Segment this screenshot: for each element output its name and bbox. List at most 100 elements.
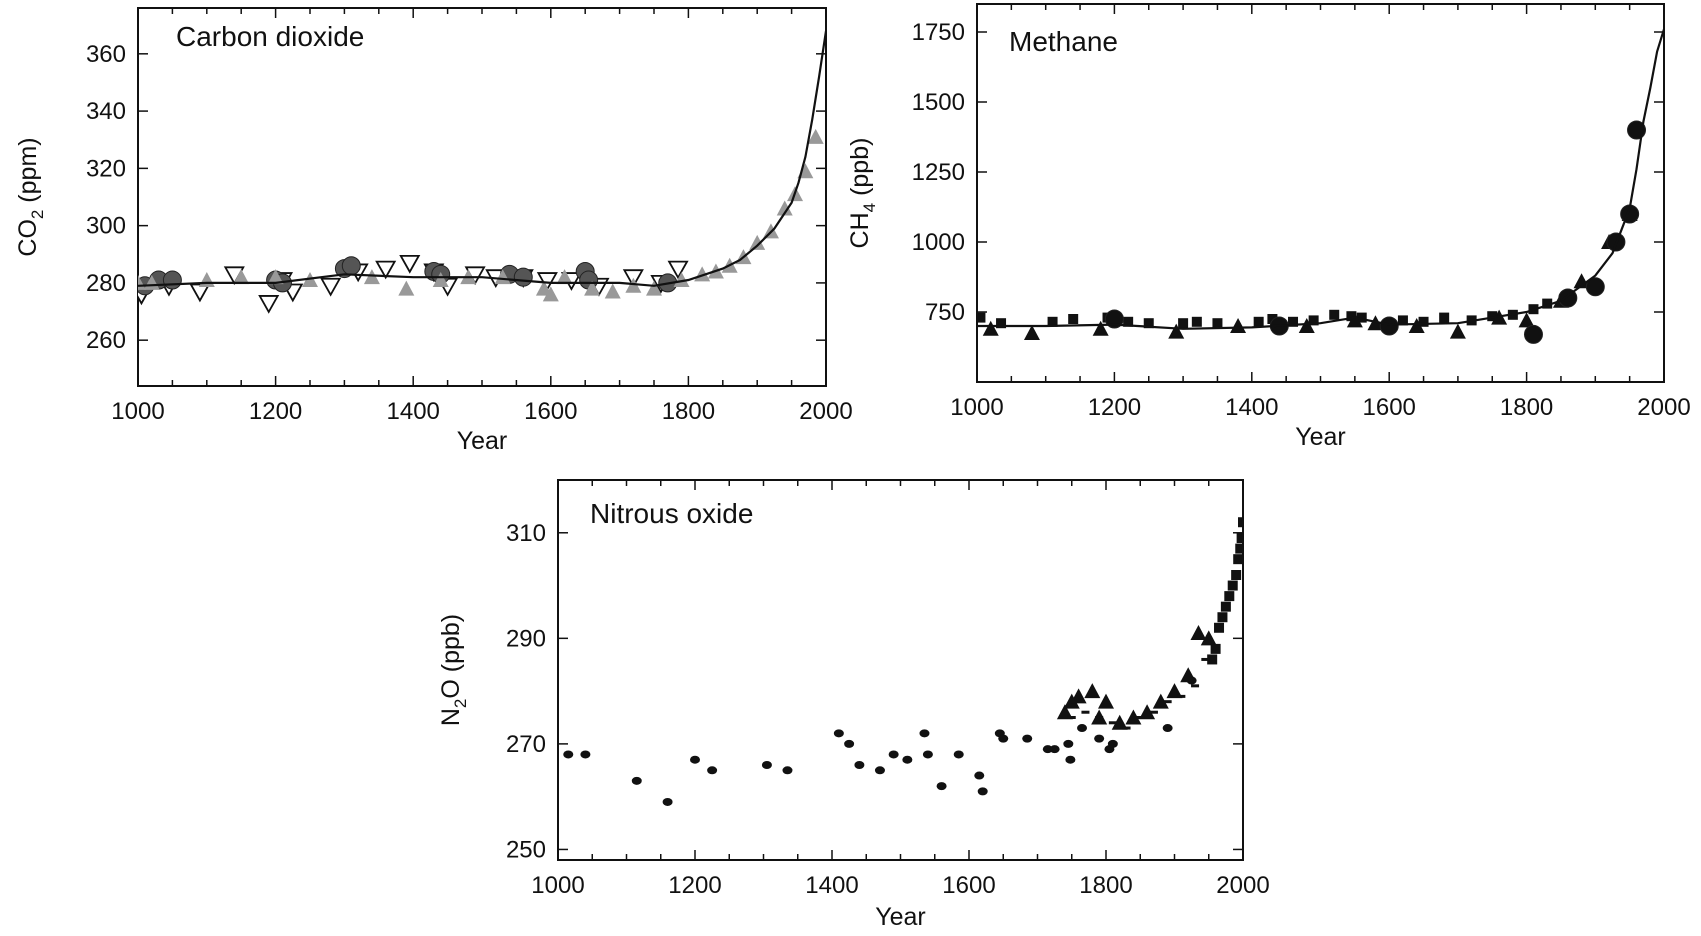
data-point-filled-circle (1523, 324, 1543, 344)
y-tick-label: 1000 (912, 229, 965, 256)
panel-title: Methane (1009, 26, 1118, 57)
data-point-filled-triangle-up (982, 320, 999, 336)
data-point-filled-square (1439, 312, 1450, 323)
data-point-filled-ellipse (1077, 724, 1088, 733)
data-point-filled-ellipse (844, 739, 855, 748)
data-point-small-dash (1177, 694, 1186, 698)
trend-line (138, 30, 826, 287)
data-point-open-triangle-down (399, 254, 421, 274)
data-point-filled-square (1220, 601, 1231, 612)
data-point-small-dash (1201, 657, 1210, 661)
data-point-filled-square (1329, 309, 1340, 320)
y-axis-title-unit: (ppb) (846, 138, 874, 203)
data-point-filled-triangle-up (1166, 683, 1183, 699)
data-point-filled-ellipse (1094, 734, 1105, 743)
data-point-small-dash (1067, 716, 1076, 719)
data-point-filled-ellipse (854, 761, 865, 769)
y-tick-label: 310 (506, 520, 546, 547)
data-point-filled-square (1236, 533, 1243, 544)
y-axis-title-unit: (ppm) (14, 137, 42, 209)
data-point-filled-square (1487, 311, 1498, 322)
y-axis-title: N2O (ppb) (437, 614, 470, 726)
trend-line (977, 28, 1664, 330)
data-point-filled-triangle-up (1408, 318, 1425, 333)
y-tick-label: 300 (86, 213, 126, 240)
data-point-filled-square (1207, 654, 1218, 665)
data-point-small-dash (1095, 716, 1104, 719)
data-point-filled-square (1224, 591, 1235, 602)
data-point-filled-triangle-up (267, 269, 284, 285)
data-point-filled-ellipse (1022, 734, 1033, 743)
data-point-filled-ellipse (631, 776, 642, 785)
data-point-filled-ellipse (902, 755, 913, 764)
y-tick-label: 290 (506, 625, 546, 652)
panel-title: Carbon dioxide (176, 21, 364, 52)
x-axis-title: Year (457, 427, 508, 455)
data-point-filled-square (1288, 316, 1299, 327)
data-point-filled-triangle-up (584, 280, 601, 296)
x-tick-label: 2000 (799, 398, 852, 425)
data-point-open-triangle-down (375, 260, 397, 280)
y-tick-label: 280 (86, 270, 126, 297)
data-point-filled-ellipse (977, 787, 988, 796)
data-point-open-triangle-down (536, 272, 558, 291)
data-point-filled-triangle-up (233, 269, 250, 285)
data-point-open-triangle-down (320, 277, 342, 297)
data-point-filled-triangle-up (1449, 323, 1466, 339)
y-axis-title-subscript: 2 (451, 699, 470, 708)
data-point-filled-triangle-up (494, 269, 511, 285)
data-point-filled-triangle-up (1092, 320, 1109, 336)
data-layer (563, 517, 1243, 806)
data-point-filled-square (1212, 318, 1223, 329)
data-point-filled-triangle-up (1230, 318, 1247, 333)
data-point-filled-square (1217, 612, 1228, 623)
data-point-open-triangle-down (258, 295, 280, 314)
data-point-filled-triangle-up (432, 272, 449, 288)
data-point-small-dash (1163, 700, 1172, 704)
data-point-filled-triangle-up (1063, 693, 1080, 709)
plot-frame (137, 7, 827, 387)
data-point-open-triangle-down (189, 283, 211, 303)
data-point-filled-square (1397, 315, 1408, 326)
data-point-filled-square (1542, 298, 1553, 309)
x-tick-label: 1200 (1088, 394, 1141, 421)
data-point-filled-triangle-up (625, 277, 642, 293)
data-point-filled-triangle-up (776, 200, 793, 216)
x-tick-label: 2000 (1216, 872, 1269, 899)
data-point-filled-triangle-up (398, 280, 415, 296)
data-point-small-dash (1081, 710, 1090, 714)
data-point-filled-ellipse (833, 729, 844, 738)
data-point-filled-circle (1104, 309, 1124, 329)
data-point-small-dash (1108, 721, 1117, 725)
data-point-filled-triangle-up (1200, 630, 1217, 646)
x-tick-label: 1400 (387, 398, 440, 425)
y-axis-title: CO2 (ppm) (14, 137, 47, 256)
data-point-filled-square (1143, 318, 1154, 329)
data-point-filled-square (1235, 543, 1243, 554)
n2o-panel: 1000 1200 1400 1600 1800 2000 250 270 290 310 Nitr… (437, 479, 1270, 931)
co2-panel: 1000 1200 1400 1600 1800 2000 260 280 300 320 340 3… (14, 7, 853, 455)
data-point-filled-triangle-up (807, 128, 824, 144)
data-point-filled-ellipse (874, 766, 885, 775)
data-point-filled-ellipse (662, 797, 673, 806)
data-point-filled-square (1227, 580, 1238, 591)
data-point-filled-ellipse (974, 771, 985, 780)
x-axis-title: Year (875, 903, 926, 931)
data-point-filled-triangle-up (542, 286, 559, 302)
data-point-filled-triangle-up (1180, 667, 1197, 683)
data-point-filled-circle (1379, 316, 1399, 336)
data-point-filled-triangle-up (1573, 273, 1590, 289)
y-tick-label: 1500 (912, 89, 965, 116)
data-point-filled-circle (341, 256, 361, 276)
y-tick-label: 260 (86, 327, 126, 354)
data-point-filled-ellipse (1042, 745, 1053, 754)
ch4-panel: 1000 1200 1400 1600 1800 2000 750 1000 1250 1500 1… (846, 3, 1691, 451)
data-point-filled-ellipse (1049, 745, 1060, 754)
data-point-small-dash (1149, 710, 1158, 714)
data-point-filled-triangle-up (1023, 325, 1040, 340)
y-tick-label: 320 (86, 155, 126, 182)
data-point-filled-ellipse (1162, 724, 1173, 733)
x-tick-label: 1800 (1500, 394, 1553, 421)
data-point-filled-square (977, 312, 986, 323)
